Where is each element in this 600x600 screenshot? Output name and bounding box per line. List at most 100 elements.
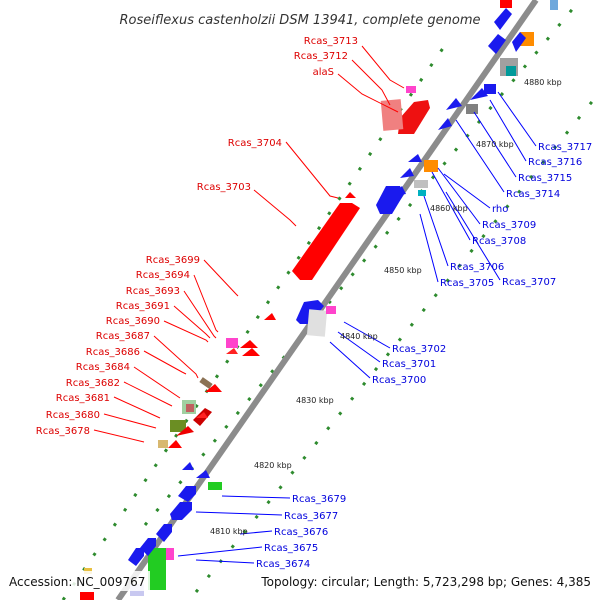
feature-rcas-3678[interactable]: [158, 440, 168, 448]
leader-rcas-3684: [133, 366, 181, 399]
gene-label[interactable]: Rcas_3676: [274, 527, 328, 538]
gene-label[interactable]: Rcas_3687: [96, 331, 150, 342]
feature-rcas-3706[interactable]: [418, 190, 426, 196]
feature-rcas-3686[interactable]: [205, 384, 222, 392]
gene-label[interactable]: Rcas_3691: [116, 301, 170, 312]
feature-small-blue-d[interactable]: [392, 186, 406, 196]
feature-small-red-c[interactable]: [226, 348, 238, 354]
gene-label[interactable]: Rcas_3694: [136, 270, 190, 281]
feature-rcas-3687[interactable]: [199, 377, 213, 389]
feature-small-blue-c[interactable]: [446, 98, 462, 110]
feature-rcas-3693[interactable]: [240, 340, 258, 348]
feature-rcas-3707[interactable]: [414, 180, 428, 188]
gene-label[interactable]: Rcas_3716: [528, 157, 582, 168]
feature-rcas-3676[interactable]: [178, 486, 196, 502]
gene-label[interactable]: Rcas_3679: [292, 494, 346, 505]
gene-label[interactable]: Rcas_3702: [392, 344, 446, 355]
reverse-features: [128, 0, 558, 596]
gene-label[interactable]: Rcas_3705: [440, 278, 494, 289]
feature-rcas-3677[interactable]: [170, 502, 192, 520]
feature-rcas-3680[interactable]: [170, 420, 186, 432]
gene-label[interactable]: Rcas_3704: [228, 138, 282, 149]
scale-label: 4840 kbp: [340, 332, 378, 341]
feature-bottom-blue-a[interactable]: [128, 548, 144, 566]
feature-rcas-3717[interactable]: [484, 84, 496, 94]
map-title: Roseiflexus castenholzii DSM 13941, comp…: [120, 13, 481, 28]
gene-label[interactable]: Rcas_3675: [264, 543, 318, 554]
feature-small-red-a[interactable]: [168, 440, 182, 448]
gene-label[interactable]: Rcas_3682: [66, 378, 120, 389]
feature-rcas-3700[interactable]: [326, 306, 336, 314]
leader-rcas-3677: [195, 511, 283, 516]
feature-alas[interactable]: [398, 100, 430, 134]
feature-small-blue-a[interactable]: [182, 462, 194, 470]
feature-top-lightblue[interactable]: [550, 0, 558, 10]
gene-label[interactable]: Rcas_3693: [126, 286, 180, 297]
feature-rcas-3701[interactable]: [306, 309, 328, 337]
gene-label[interactable]: Rcas_3717: [538, 142, 592, 153]
accession-text: Accession: NC_009767: [9, 575, 145, 589]
gene-label[interactable]: Rcas_3706: [450, 262, 504, 273]
feature-bottom-blue-b[interactable]: [140, 538, 156, 556]
feature-rcas-3679[interactable]: [208, 482, 222, 490]
leader-rcas-3705: [419, 213, 439, 283]
feature-rcas-3704[interactable]: [292, 203, 360, 280]
gene-label[interactable]: Rcas_3715: [518, 173, 572, 184]
gene-label[interactable]: Rcas_3700: [372, 375, 426, 386]
feature-top-red[interactable]: [500, 0, 512, 8]
feature-rcas-3703[interactable]: [345, 192, 356, 198]
gene-label[interactable]: Rcas_3708: [472, 236, 526, 247]
leader-rcas-3715: [473, 111, 517, 178]
gene-label[interactable]: Rcas_3714: [506, 189, 560, 200]
gene-label[interactable]: Rcas_3686: [86, 347, 140, 358]
gene-label[interactable]: rho: [492, 204, 508, 215]
gene-label[interactable]: Rcas_3707: [502, 277, 556, 288]
leader-rcas-3712: [351, 59, 391, 106]
leader-rcas-3713: [361, 45, 405, 89]
leader-rcas-3678: [93, 429, 145, 443]
gene-label[interactable]: Rcas_3709: [482, 220, 536, 231]
feature-rcas-3678-a[interactable]: [176, 426, 194, 436]
feature-rcas-3691[interactable]: [242, 348, 260, 356]
leader-rcas-3693: [183, 290, 217, 339]
feature-rho[interactable]: [408, 154, 422, 162]
feature-rcas-3714[interactable]: [438, 118, 452, 130]
feature-bottom-blue-c[interactable]: [156, 524, 172, 542]
gene-label[interactable]: Rcas_3703: [197, 182, 251, 193]
feature-small-red-b[interactable]: [196, 412, 208, 418]
gene-label[interactable]: Rcas_3699: [146, 255, 200, 266]
gene-label[interactable]: Rcas_3677: [284, 511, 338, 522]
gene-label[interactable]: Rcas_3680: [46, 410, 100, 421]
gene-label[interactable]: Rcas_3674: [256, 559, 310, 570]
feature-bottom-red[interactable]: [80, 592, 94, 600]
gene-label[interactable]: Rcas_3678: [36, 426, 90, 437]
scale-label: 4850 kbp: [384, 266, 422, 275]
feature-rcas-3712[interactable]: [380, 99, 404, 131]
gene-label[interactable]: alaS: [313, 67, 334, 78]
scale-label: 4820 kbp: [254, 461, 292, 470]
feature-rcas-3715[interactable]: [466, 104, 478, 114]
feature-rcas-3682[interactable]: [186, 404, 194, 412]
leader-rcas-3690: [163, 320, 209, 343]
feature-top-blue-b[interactable]: [488, 34, 506, 54]
feature-rcas-3708[interactable]: [424, 160, 438, 172]
feature-small-blue-b[interactable]: [196, 470, 210, 478]
feature-rcas-3694[interactable]: [226, 338, 238, 348]
gene-label[interactable]: Rcas_3713: [304, 36, 358, 47]
feature-rcas-3716[interactable]: [470, 88, 488, 100]
gene-label[interactable]: Rcas_3690: [106, 316, 160, 327]
feature-rcas-3674[interactable]: [148, 548, 166, 590]
leader-rcas-3682: [123, 381, 173, 407]
feature-rcas-3709[interactable]: [400, 168, 414, 178]
gene-label[interactable]: Rcas_3681: [56, 393, 110, 404]
gene-label[interactable]: Rcas_3701: [382, 359, 436, 370]
feature-top-teal[interactable]: [506, 66, 516, 76]
feature-rcas-3699[interactable]: [264, 313, 276, 320]
leader-rcas-3676: [239, 530, 273, 535]
feature-top-blue-a[interactable]: [512, 32, 526, 52]
gene-label[interactable]: Rcas_3684: [76, 362, 130, 373]
gene-label[interactable]: Rcas_3712: [294, 51, 348, 62]
feature-top-blue-c[interactable]: [494, 8, 512, 30]
leader-rcas-3714: [455, 119, 505, 193]
feature-rcas-3713[interactable]: [406, 86, 416, 93]
